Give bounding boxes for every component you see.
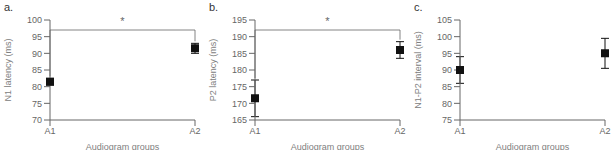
svg-text:185: 185 xyxy=(232,49,247,59)
svg-text:175: 175 xyxy=(232,82,247,92)
svg-text:100: 100 xyxy=(27,15,42,25)
svg-text:195: 195 xyxy=(232,15,247,25)
svg-text:70: 70 xyxy=(32,115,42,125)
svg-text:180: 180 xyxy=(232,65,247,75)
html-text:c.: c. xyxy=(414,1,423,13)
svg-text:90: 90 xyxy=(442,65,452,75)
svg-text:A1: A1 xyxy=(249,126,260,136)
svg-text:95: 95 xyxy=(442,49,452,59)
svg-text:P2 latency (ms): P2 latency (ms) xyxy=(208,39,218,102)
svg-text:*: * xyxy=(120,15,125,27)
svg-text:85: 85 xyxy=(32,65,42,75)
html-text:b.: b. xyxy=(209,1,219,13)
svg-text:75: 75 xyxy=(442,115,452,125)
svg-text:80: 80 xyxy=(442,99,452,109)
svg-text:A2: A2 xyxy=(599,126,608,136)
svg-text:170: 170 xyxy=(232,99,247,109)
html-text:a.: a. xyxy=(4,1,14,13)
svg-text:Audiogram groups: Audiogram groups xyxy=(291,142,365,150)
svg-text:75: 75 xyxy=(32,99,42,109)
svg-text:A2: A2 xyxy=(189,126,200,136)
svg-text:190: 190 xyxy=(232,32,247,42)
svg-text:A1: A1 xyxy=(454,126,465,136)
svg-text:80: 80 xyxy=(32,82,42,92)
svg-text:A1: A1 xyxy=(44,126,55,136)
svg-text:N1 latency (ms): N1 latency (ms) xyxy=(8,38,13,101)
svg-text:165: 165 xyxy=(232,115,247,125)
svg-text:Audiogram groups: Audiogram groups xyxy=(496,142,570,150)
svg-text:100: 100 xyxy=(437,32,452,42)
svg-text:90: 90 xyxy=(32,49,42,59)
svg-text:A2: A2 xyxy=(394,126,405,136)
svg-text:*: * xyxy=(325,15,330,27)
svg-text:N1-P2 interval (ms): N1-P2 interval (ms) xyxy=(413,31,423,109)
svg-text:95: 95 xyxy=(32,32,42,42)
svg-text:85: 85 xyxy=(442,82,452,92)
svg-text:Audiogram groups: Audiogram groups xyxy=(86,142,160,150)
svg-text:105: 105 xyxy=(437,15,452,25)
